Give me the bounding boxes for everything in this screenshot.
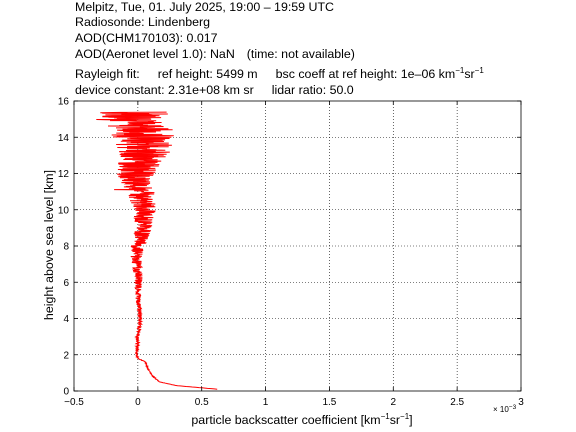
header-location-time: Melpitz, Tue, 01. July 2025, 19:00 – 19:… (75, 0, 334, 14)
y-tick-label: 6 (63, 278, 69, 289)
x-tick-label: 1.5 (322, 397, 336, 408)
x-tick-label: 1 (263, 397, 269, 408)
x-tick-label: 3 (518, 397, 524, 408)
x-tick-label: 0 (135, 397, 141, 408)
y-tick-labels: 0 2 4 6 8 10 12 14 16 (58, 97, 70, 398)
device-constant: device constant: 2.31e+08 km sr (75, 83, 254, 97)
lidar-ratio: lidar ratio: 50.0 (271, 83, 354, 97)
header-radiosonde: Radiosonde: Lindenberg (75, 15, 211, 29)
axis-ticks (73, 100, 522, 392)
x-tick-label: 2.5 (450, 397, 464, 408)
rayleigh-fit-label: Rayleigh fit: (75, 67, 140, 81)
x-tick-label: 0.5 (195, 397, 209, 408)
y-tick-label: 4 (63, 314, 69, 325)
series-line-backscatter (96, 111, 218, 390)
rayleigh-ref-height: ref height: 5499 m (157, 67, 258, 81)
y-tick-label: 16 (58, 97, 70, 108)
y-tick-label: 2 (63, 350, 69, 361)
y-tick-label: 12 (58, 169, 70, 180)
x-axis-multiplier: × 10−3 (493, 404, 517, 414)
header-aod-aeronet: AOD(Aeronet level 1.0): NaN (time: not av… (75, 47, 355, 62)
x-tick-labels: −0.5 0 0.5 1 1.5 2 2.5 3 (64, 397, 524, 408)
grid-lines (74, 101, 521, 391)
y-tick-label: 0 (63, 387, 69, 398)
x-tick-label: −0.5 (64, 397, 84, 408)
aod-aeronet-value: AOD(Aeronet level 1.0): NaN (75, 47, 235, 61)
header-aod-chm: AOD(CHM170103): 0.017 (75, 31, 218, 45)
y-tick-label: 8 (63, 242, 69, 253)
aod-aeronet-time: (time: not available) (246, 47, 355, 61)
header-device-constant: device constant: 2.31e+08 km sr lidar rat… (75, 83, 354, 98)
y-axis-label: height above sea level [km] (42, 170, 56, 320)
y-tick-label: 10 (58, 205, 70, 216)
x-axis-label: particle backscatter coefficient [km−1sr… (191, 412, 412, 427)
rayleigh-bsc-coeff: bsc coeff at ref height: 1e–06 km−1sr−1 (275, 66, 484, 82)
x-tick-label: 2 (391, 397, 397, 408)
y-tick-label: 14 (58, 133, 70, 144)
header-rayleigh-fit: Rayleigh fit: ref height: 5499 m bsc coeff… (75, 67, 484, 82)
